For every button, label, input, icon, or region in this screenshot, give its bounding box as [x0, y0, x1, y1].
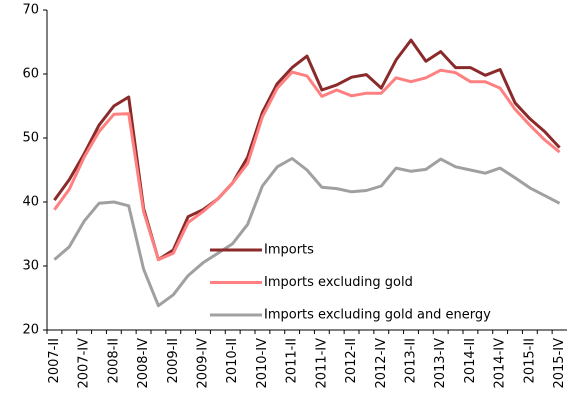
- x-tick-label: 2010-II: [225, 338, 240, 383]
- x-tick-label: 2010-IV: [255, 338, 270, 389]
- x-tick-label: 2007-IV: [77, 338, 92, 389]
- x-tick-label: 2012-IV: [374, 338, 389, 389]
- legend-label: Imports: [264, 243, 314, 258]
- y-tick-label: 70: [22, 3, 39, 18]
- x-tick-label: 2008-IV: [136, 338, 151, 389]
- y-tick-label: 40: [22, 195, 39, 210]
- legend: Imports Imports excluding gold Imports exc…: [210, 243, 491, 323]
- x-tick-label: 2009-II: [166, 338, 181, 383]
- x-tick-label: 2014-II: [463, 338, 478, 383]
- series-line: [53, 68, 561, 262]
- legend-label: Imports excluding gold: [264, 275, 413, 290]
- series-line: [53, 157, 561, 308]
- y-tick-label: 30: [22, 259, 39, 274]
- x-tick-label: 2014-IV: [493, 338, 508, 389]
- x-tick-label: 2007-II: [47, 338, 62, 383]
- x-tick-label: 2015-II: [522, 338, 537, 383]
- y-tick-label: 20: [22, 323, 39, 338]
- x-tick-label: 2015-IV: [552, 338, 567, 389]
- y-tick-label: 50: [22, 131, 39, 146]
- legend-label: Imports excluding gold and energy: [264, 308, 491, 323]
- x-tick-label: 2008-II: [106, 338, 121, 383]
- y-tick-label: 60: [22, 67, 39, 82]
- x-tick-label: 2012-II: [344, 338, 359, 383]
- x-tick-label: 2013-II: [404, 338, 419, 383]
- x-tick-label: 2011-IV: [314, 338, 329, 389]
- series-line: [53, 38, 561, 262]
- x-tick-label: 2009-IV: [196, 338, 211, 389]
- x-tick-label: 2011-II: [285, 338, 300, 383]
- x-tick-label: 2013-IV: [433, 338, 448, 389]
